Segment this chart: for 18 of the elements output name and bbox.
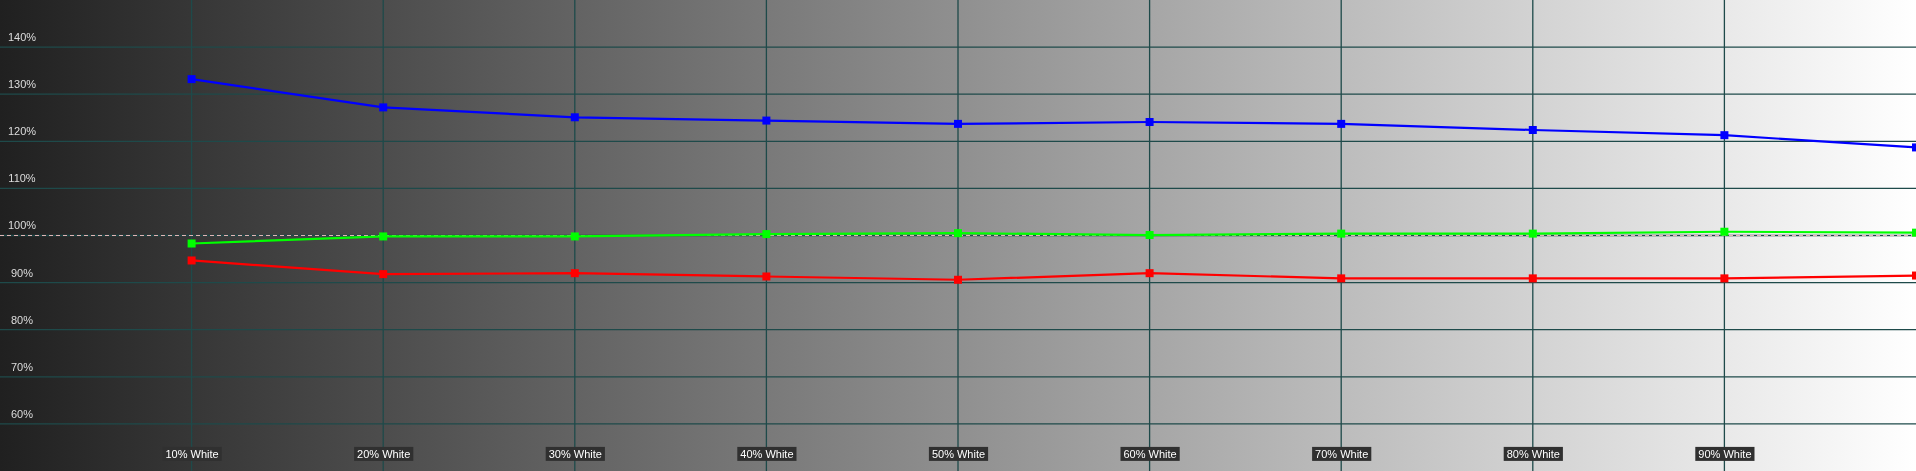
y-tick-label: 130%	[7, 78, 37, 91]
y-tick-label: 80%	[10, 313, 34, 326]
y-tick-label: 140%	[7, 31, 37, 43]
y-tick-label: 60%	[10, 407, 34, 420]
x-tick-label: 10% White	[165, 447, 219, 460]
x-tick-label: 20% White	[357, 447, 411, 460]
x-tick-label: 70% White	[1315, 447, 1369, 460]
y-tick-label: 70%	[10, 360, 34, 373]
x-tick-label: 60% White	[1123, 447, 1177, 460]
y-tick-label: 120%	[7, 125, 37, 138]
y-tick-label: 100%	[7, 219, 37, 232]
y-tick-label: 90%	[10, 266, 34, 279]
x-tick-label: 50% White	[931, 447, 986, 460]
x-tick-label: 40% White	[740, 447, 794, 460]
x-tick-label: 80% White	[1506, 447, 1560, 460]
y-tick-label: 110%	[8, 172, 36, 185]
x-tick-label: 30% White	[548, 447, 602, 460]
x-tick-label: 90% White	[1698, 447, 1752, 460]
